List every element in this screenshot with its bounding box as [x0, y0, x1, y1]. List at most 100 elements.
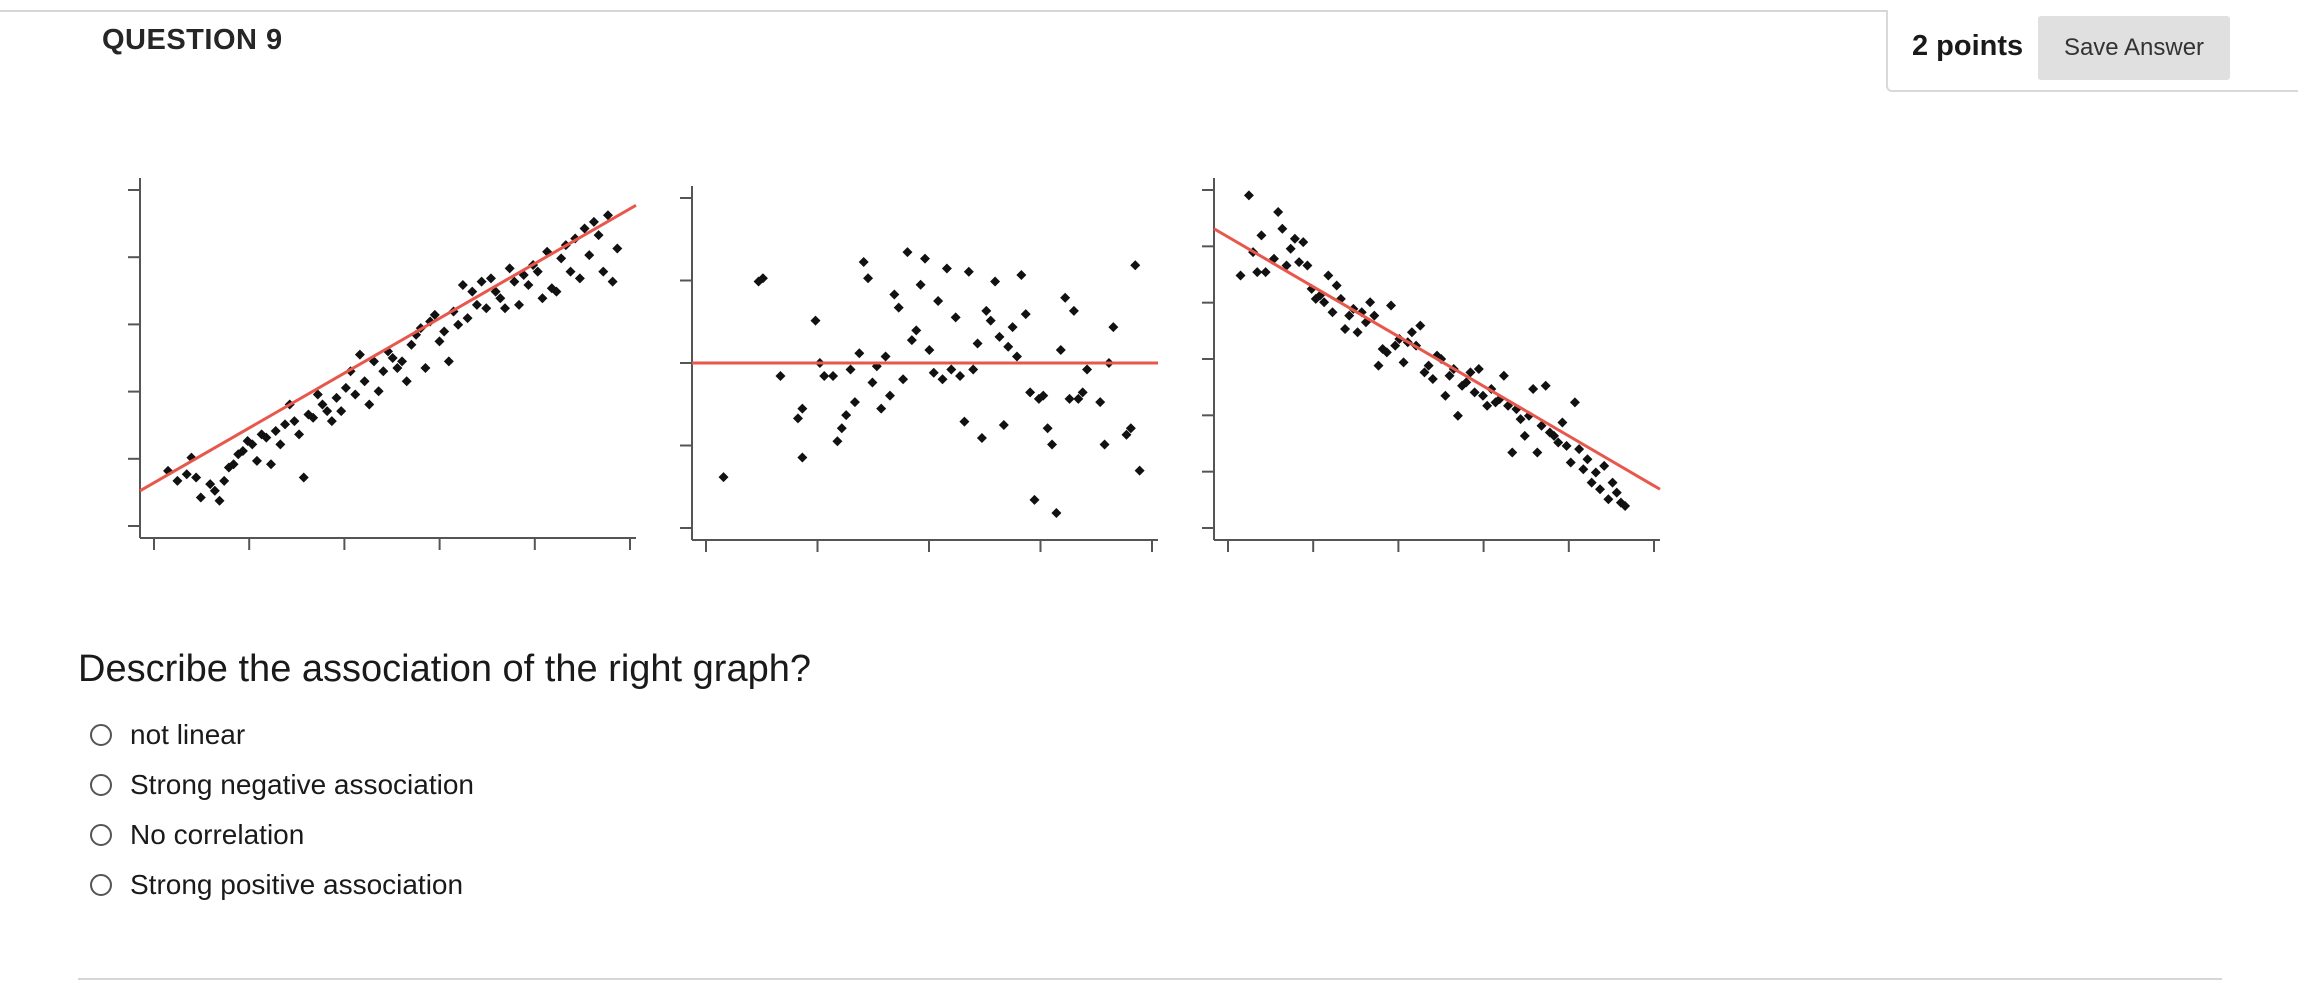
- data-point: [981, 305, 992, 316]
- data-point: [588, 216, 599, 227]
- data-point: [289, 416, 300, 427]
- right-scatter-chart: [1202, 178, 1661, 552]
- data-point: [867, 377, 878, 388]
- option-label: Strong negative association: [130, 769, 474, 800]
- data-point: [1020, 309, 1031, 320]
- data-point: [523, 279, 534, 290]
- data-point: [863, 273, 874, 284]
- data-point: [1323, 270, 1334, 281]
- data-point: [1033, 393, 1044, 404]
- data-point: [1549, 430, 1560, 441]
- data-point: [915, 279, 926, 290]
- data-point: [471, 299, 482, 310]
- data-point: [1381, 347, 1392, 358]
- data-point: [354, 349, 365, 360]
- data-point: [797, 403, 808, 414]
- data-point: [1273, 207, 1284, 218]
- data-point: [941, 263, 952, 274]
- trend-line: [1213, 227, 1661, 491]
- radio-button[interactable]: [90, 774, 112, 796]
- data-point: [518, 270, 529, 280]
- data-point: [1553, 437, 1564, 448]
- data-point: [457, 279, 468, 290]
- data-point: [298, 472, 309, 483]
- data-point: [1256, 230, 1267, 241]
- data-point: [317, 399, 328, 410]
- data-point: [1586, 477, 1597, 488]
- data-point: [1243, 190, 1254, 201]
- data-point: [228, 459, 239, 470]
- data-point: [828, 371, 839, 382]
- data-point: [500, 303, 510, 314]
- points-label: 2 points: [1912, 30, 2024, 62]
- data-point: [1331, 280, 1342, 291]
- data-point: [1373, 360, 1384, 371]
- radio-button[interactable]: [90, 824, 112, 846]
- data-point: [876, 403, 887, 414]
- data-point: [1561, 440, 1572, 451]
- data-point: [607, 276, 618, 287]
- data-point: [1327, 307, 1338, 318]
- data-point: [1590, 467, 1601, 478]
- data-point: [1011, 351, 1022, 362]
- data-point: [1423, 360, 1434, 371]
- data-point: [532, 266, 543, 277]
- data-point: [1340, 323, 1351, 334]
- option-label: No correlation: [130, 819, 305, 850]
- data-point: [1398, 357, 1409, 368]
- left-scatter-chart: [128, 178, 637, 550]
- data-point: [247, 439, 258, 450]
- data-point: [256, 429, 267, 440]
- trend-line: [139, 203, 637, 493]
- data-point: [340, 382, 351, 393]
- data-point: [579, 223, 590, 234]
- data-point: [998, 419, 1009, 430]
- data-point: [1532, 447, 1543, 458]
- data-point: [797, 452, 808, 463]
- data-point: [1121, 429, 1132, 440]
- data-point: [476, 276, 487, 287]
- option-strong-negative[interactable]: Strong negative association: [90, 760, 474, 810]
- option-not-linear[interactable]: not linear: [90, 710, 474, 760]
- data-point: [322, 406, 333, 417]
- data-point: [504, 263, 515, 274]
- data-point: [1235, 270, 1246, 281]
- data-point: [429, 309, 440, 320]
- data-point: [1419, 367, 1430, 378]
- data-point: [1099, 439, 1110, 450]
- data-point: [373, 386, 384, 397]
- data-point: [1615, 497, 1626, 508]
- top-divider: [0, 10, 2298, 12]
- data-point: [1007, 322, 1018, 333]
- data-point: [1277, 223, 1288, 234]
- data-point: [542, 246, 553, 257]
- data-point: [832, 436, 843, 447]
- data-point: [1289, 233, 1300, 244]
- data-point: [1565, 457, 1576, 468]
- data-point: [401, 376, 412, 387]
- save-answer-button[interactable]: Save Answer: [2038, 16, 2230, 80]
- radio-button[interactable]: [90, 874, 112, 896]
- data-point: [1285, 243, 1296, 254]
- data-point: [1344, 310, 1355, 321]
- option-strong-positive[interactable]: Strong positive association: [90, 860, 474, 910]
- data-point: [406, 339, 417, 350]
- data-point: [1051, 507, 1062, 518]
- data-point: [434, 336, 445, 347]
- data-point: [1134, 465, 1145, 476]
- data-point: [266, 459, 276, 470]
- data-point: [551, 286, 562, 297]
- data-point: [350, 389, 361, 400]
- data-point: [612, 243, 623, 254]
- data-point: [972, 338, 983, 349]
- data-point: [836, 423, 847, 434]
- option-no-correlation[interactable]: No correlation: [90, 810, 474, 860]
- data-point: [1003, 341, 1014, 352]
- data-point: [884, 390, 895, 401]
- data-point: [1125, 423, 1136, 434]
- data-point: [1511, 404, 1522, 415]
- data-point: [920, 253, 930, 264]
- radio-button[interactable]: [90, 724, 112, 746]
- option-label: Strong positive association: [130, 869, 464, 900]
- data-point: [1540, 380, 1551, 391]
